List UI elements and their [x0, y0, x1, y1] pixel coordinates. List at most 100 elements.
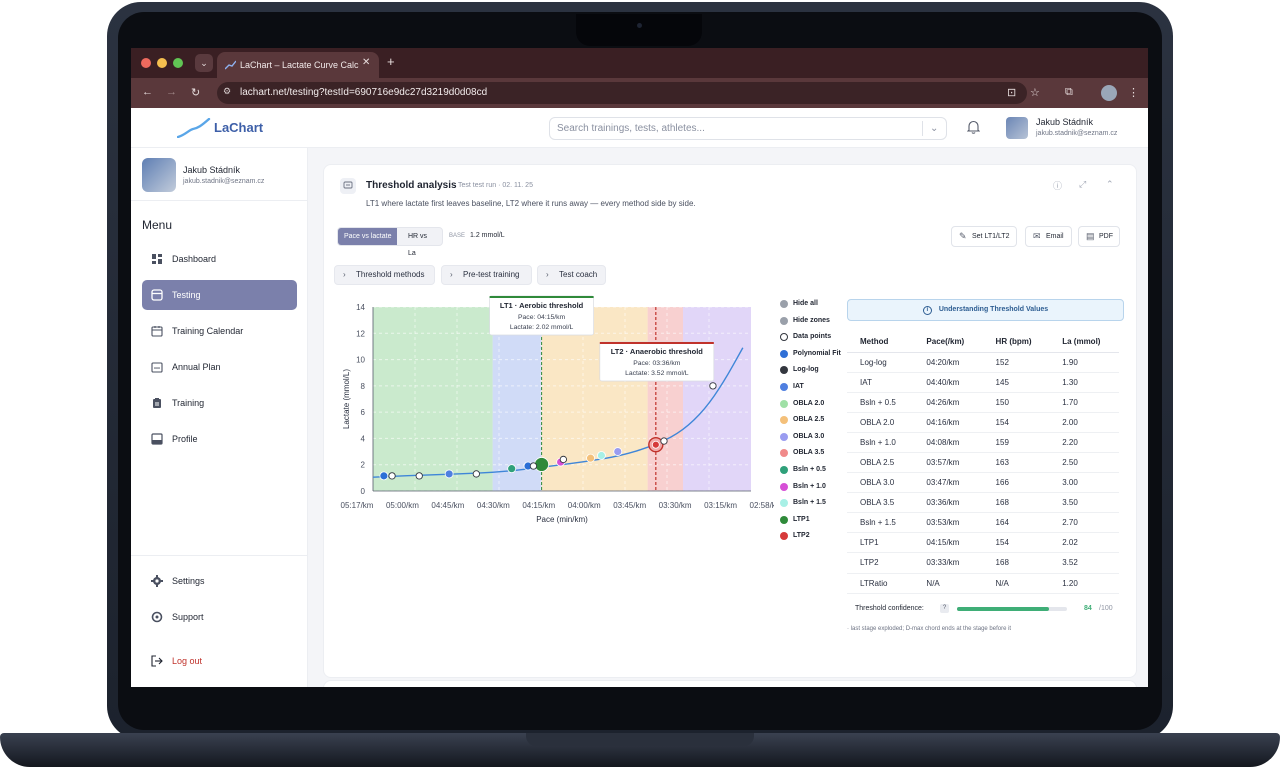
sidebar-item-testing[interactable]: Testing	[142, 280, 297, 310]
browser-menu-icon[interactable]: ⋮	[1128, 87, 1139, 99]
expand-icon[interactable]: ⤢	[1079, 179, 1087, 189]
column-header: Pace(/km)	[913, 332, 983, 353]
window-zoom-dot[interactable]	[173, 58, 183, 68]
pdf-button[interactable]: ▤ PDF	[1078, 226, 1120, 247]
legend-swatch	[780, 366, 788, 375]
search-placeholder: Search trainings, tests, athletes...	[557, 123, 705, 134]
table-header-row: Method Pace(/km) HR (bpm) La (mmol)	[847, 332, 1119, 353]
sidebar-item-support[interactable]: Support	[142, 602, 297, 632]
avatar[interactable]	[1006, 117, 1028, 139]
search-divider	[922, 121, 923, 136]
x-tick-label: 03:30/km	[659, 501, 692, 510]
table-cell: 150	[982, 392, 1050, 413]
legend-item[interactable]: Polynomial Fit	[780, 349, 841, 359]
chat-chart-icon	[343, 181, 353, 189]
chevron-down-icon[interactable]: ⌄	[930, 123, 939, 134]
extensions-icon[interactable]: ⧉	[1065, 86, 1073, 98]
legend-item[interactable]: LTP1	[780, 515, 810, 525]
bell-icon[interactable]	[967, 120, 980, 134]
sidebar-item-training[interactable]: Training	[142, 388, 297, 418]
new-tab-icon[interactable]: +	[387, 54, 395, 69]
window-minimize-dot[interactable]	[157, 58, 167, 68]
table-cell: 04:20/km	[913, 352, 983, 373]
legend-item[interactable]: Bsln + 0.5	[780, 465, 826, 475]
confidence-help-icon[interactable]: ?	[940, 604, 949, 613]
table-cell: 154	[982, 412, 1050, 433]
legend-swatch	[780, 449, 788, 458]
sidebar-item-training-calendar[interactable]: Training Calendar	[142, 316, 297, 346]
tab-list-icon[interactable]: ⌄	[195, 54, 213, 72]
sidebar-item-dashboard[interactable]: Dashboard	[142, 244, 297, 274]
legend-item[interactable]: OBLA 2.0	[780, 399, 824, 409]
legend-swatch	[780, 333, 788, 342]
legend-item[interactable]: Bsln + 1.0	[780, 482, 826, 492]
table-cell: 164	[982, 512, 1050, 534]
legend-label: Data points	[793, 333, 832, 341]
legend-swatch	[780, 383, 788, 391]
mode-pace-vs-lactate[interactable]: Pace vs lactate	[338, 228, 398, 245]
set-lt-button[interactable]: ✎ Set LT1/LT2	[951, 226, 1017, 247]
training-zone	[373, 307, 493, 491]
reload-icon[interactable]: ↻	[191, 87, 201, 99]
sidebar-item-profile[interactable]: Profile	[142, 424, 297, 454]
table-cell: Log-log	[847, 352, 914, 373]
legend-item[interactable]: IAT	[780, 382, 804, 392]
sidebar-item-label: Profile	[172, 434, 198, 444]
x-axis-label: Pace (min/km)	[536, 515, 588, 524]
legend-item[interactable]: OBLA 2.5	[780, 415, 824, 425]
pre-test-training-pill[interactable]: › Pre-test training	[441, 265, 532, 285]
legend-item[interactable]: Log-log	[780, 365, 819, 375]
window-close-dot[interactable]	[141, 58, 151, 68]
threshold-methods-pill[interactable]: › Threshold methods	[334, 265, 435, 285]
lactate-curve-chart[interactable]: 0 2 4 6 8 10 12 14 05:17/km 05:00/km 04:45/km 04:30…	[324, 295, 774, 525]
menu-title: Menu	[142, 218, 173, 232]
table-cell: Bsln + 1.5	[847, 512, 914, 534]
sidebar-item-label: Testing	[172, 290, 201, 300]
site-settings-icon[interactable]: ⚙	[223, 86, 232, 96]
forward-icon[interactable]: →	[166, 86, 177, 98]
pill-label: Pre-test training	[463, 270, 520, 279]
sidebar-item-annual-plan[interactable]: Annual Plan	[142, 352, 297, 382]
x-tick-label: 04:00/km	[568, 501, 601, 510]
legend-item[interactable]: OBLA 3.5	[780, 448, 824, 458]
table-cell: LTP2	[847, 552, 914, 574]
email-button[interactable]: ✉ Email	[1025, 226, 1072, 247]
info-icon[interactable]: ⓘ	[1053, 181, 1063, 191]
sidebar-item-settings[interactable]: Settings	[142, 566, 297, 596]
legend-item[interactable]: Hide all	[780, 299, 818, 309]
install-app-icon[interactable]: ⊡	[1007, 87, 1017, 99]
table-cell: 166	[982, 472, 1050, 494]
search-input[interactable]: Search trainings, tests, athletes... ⌄	[549, 117, 947, 140]
browser-profile-avatar[interactable]	[1101, 85, 1117, 101]
confidence-max: /100	[1099, 605, 1113, 612]
legend-item[interactable]: LTP2	[780, 531, 810, 541]
bookmark-star-icon[interactable]: ☆	[1030, 87, 1040, 99]
understanding-thresholds-button[interactable]: i Understanding Threshold Values	[847, 299, 1124, 321]
legend-swatch	[780, 399, 788, 408]
sidebar-item-label: Settings	[172, 576, 205, 586]
legend-item[interactable]: Hide zones	[780, 316, 830, 326]
mode-hr-vs-la[interactable]: HR vs La	[408, 233, 428, 257]
logout-button[interactable]: Log out	[142, 646, 297, 676]
legend-label: Hide zones	[793, 316, 830, 324]
data-point	[709, 382, 717, 390]
logo-text[interactable]: LaChart	[214, 120, 264, 135]
column-header: Method	[847, 332, 914, 353]
data-point	[559, 455, 568, 464]
table-cell: 04:26/km	[913, 392, 983, 413]
legend-item[interactable]: OBLA 3.0	[780, 432, 824, 442]
sidebar-avatar[interactable]	[142, 158, 176, 192]
legend-item[interactable]: Bsln + 1.5	[780, 498, 826, 508]
tab-close-icon[interactable]: ✕	[362, 57, 371, 68]
collapse-chevron-icon[interactable]: ⌃	[1106, 179, 1114, 189]
data-point	[472, 470, 480, 478]
table-cell: Bsln + 1.0	[847, 432, 914, 453]
table-cell: OBLA 2.5	[847, 452, 914, 474]
test-coach-pill[interactable]: › Test coach	[537, 265, 606, 285]
browser-tab[interactable]: LaChart – Lactate Curve Calc	[217, 52, 379, 78]
legend-item[interactable]: Data points	[780, 332, 831, 342]
table-cell: IAT	[847, 372, 914, 393]
back-icon[interactable]: ←	[142, 86, 153, 98]
address-bar[interactable]: lachart.net/testing?testId=690716e9dc27d…	[217, 82, 1027, 104]
sidebar-user-email: jakub.stadnik@seznam.cz	[183, 178, 265, 185]
